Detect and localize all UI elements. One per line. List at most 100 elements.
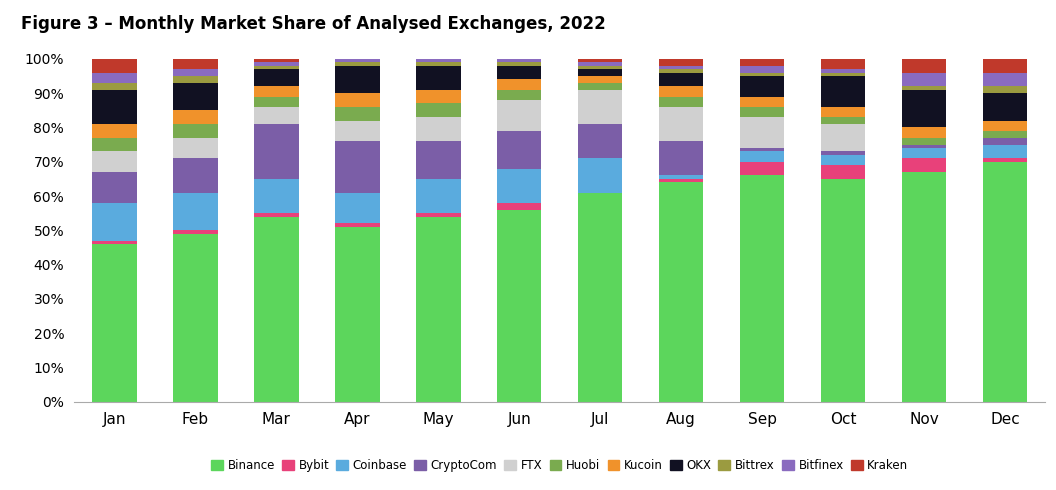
Bar: [902, 86, 946, 90]
Bar: [497, 66, 542, 79]
Bar: [659, 182, 703, 402]
Bar: [659, 107, 703, 141]
Bar: [335, 93, 379, 107]
Bar: [173, 234, 218, 402]
Bar: [497, 131, 542, 169]
Bar: [254, 86, 299, 97]
Bar: [902, 127, 946, 138]
Bar: [902, 138, 946, 145]
Bar: [740, 162, 785, 175]
Bar: [740, 151, 785, 162]
Bar: [254, 97, 299, 107]
Bar: [821, 124, 865, 151]
Bar: [416, 179, 460, 213]
Bar: [983, 121, 1027, 131]
Bar: [821, 117, 865, 124]
Bar: [497, 100, 542, 131]
Bar: [983, 162, 1027, 402]
Bar: [254, 62, 299, 66]
Bar: [92, 90, 136, 124]
Bar: [416, 90, 460, 103]
Bar: [92, 172, 136, 203]
Bar: [416, 213, 460, 217]
Bar: [173, 193, 218, 230]
Bar: [902, 90, 946, 127]
Bar: [821, 179, 865, 402]
Bar: [740, 76, 785, 97]
Bar: [497, 79, 542, 90]
Bar: [578, 76, 622, 83]
Bar: [578, 124, 622, 158]
Bar: [416, 62, 460, 66]
Bar: [578, 66, 622, 69]
Bar: [335, 121, 379, 141]
Legend: Binance, Bybit, Coinbase, CryptoCom, FTX, Huobi, Kucoin, OKX, Bittrex, Bitfinex,: Binance, Bybit, Coinbase, CryptoCom, FTX…: [211, 459, 908, 472]
Bar: [254, 124, 299, 179]
Bar: [821, 107, 865, 117]
Bar: [740, 117, 785, 148]
Bar: [821, 151, 865, 155]
Bar: [821, 59, 865, 69]
Bar: [902, 73, 946, 86]
Bar: [578, 59, 622, 62]
Bar: [92, 73, 136, 83]
Bar: [173, 76, 218, 83]
Bar: [983, 145, 1027, 158]
Bar: [902, 148, 946, 158]
Bar: [173, 158, 218, 193]
Bar: [497, 90, 542, 100]
Bar: [92, 83, 136, 90]
Bar: [254, 59, 299, 62]
Bar: [983, 59, 1027, 73]
Bar: [173, 69, 218, 76]
Bar: [416, 217, 460, 402]
Bar: [173, 138, 218, 158]
Bar: [578, 62, 622, 66]
Bar: [92, 124, 136, 138]
Bar: [578, 83, 622, 90]
Bar: [335, 193, 379, 223]
Bar: [92, 244, 136, 402]
Bar: [659, 69, 703, 73]
Bar: [173, 124, 218, 138]
Bar: [254, 179, 299, 213]
Bar: [335, 62, 379, 66]
Bar: [254, 66, 299, 69]
Bar: [983, 73, 1027, 86]
Bar: [983, 158, 1027, 162]
Bar: [254, 107, 299, 124]
Bar: [821, 76, 865, 107]
Bar: [740, 73, 785, 76]
Bar: [740, 97, 785, 107]
Bar: [497, 203, 542, 210]
Bar: [983, 131, 1027, 138]
Bar: [578, 90, 622, 124]
Bar: [254, 69, 299, 86]
Bar: [983, 86, 1027, 93]
Bar: [740, 66, 785, 73]
Bar: [92, 241, 136, 244]
Bar: [335, 59, 379, 62]
Bar: [902, 59, 946, 73]
Bar: [659, 175, 703, 179]
Bar: [902, 172, 946, 402]
Bar: [902, 145, 946, 148]
Bar: [173, 230, 218, 234]
Bar: [902, 158, 946, 172]
Bar: [335, 107, 379, 121]
Bar: [659, 179, 703, 182]
Bar: [92, 138, 136, 151]
Bar: [497, 59, 542, 62]
Bar: [821, 73, 865, 76]
Bar: [497, 169, 542, 203]
Bar: [659, 59, 703, 66]
Bar: [416, 117, 460, 141]
Bar: [173, 59, 218, 69]
Bar: [254, 213, 299, 217]
Bar: [659, 73, 703, 86]
Bar: [659, 86, 703, 97]
Bar: [821, 155, 865, 165]
Bar: [821, 165, 865, 179]
Text: Figure 3 – Monthly Market Share of Analysed Exchanges, 2022: Figure 3 – Monthly Market Share of Analy…: [21, 15, 606, 33]
Bar: [416, 103, 460, 117]
